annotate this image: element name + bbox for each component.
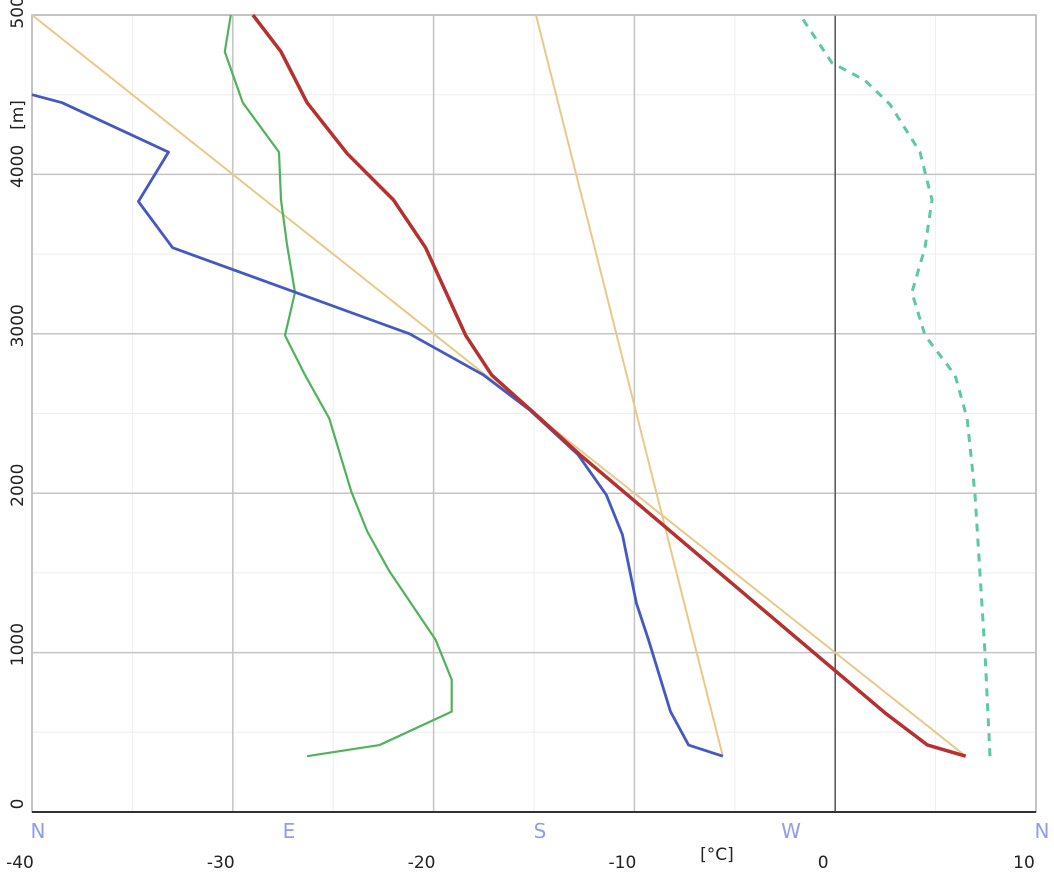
y-tick-label: 5000: [8, 0, 28, 29]
y-tick-label: 3000: [8, 304, 28, 347]
y-tick-label: 2000: [8, 464, 28, 507]
direction-label: E: [283, 819, 296, 843]
direction-label: S: [534, 819, 547, 843]
x-axis-label: [°C]: [700, 845, 734, 865]
x-tick-label: -40: [6, 853, 34, 872]
y-tick-label: 0: [8, 799, 28, 810]
direction-label: N: [31, 819, 46, 843]
x-tick-label: 0: [818, 853, 829, 872]
x-tick-label: -20: [408, 853, 436, 872]
x-tick-label: -10: [609, 853, 637, 872]
y-tick-label: 1000: [8, 623, 28, 666]
series-line: [223, 14, 453, 758]
direction-label: N: [1035, 819, 1050, 843]
y-axis-label: [m]: [8, 100, 28, 130]
direction-label: W: [781, 819, 801, 843]
series-line: [251, 13, 967, 758]
x-tick-label: 10: [1013, 853, 1035, 872]
series-line: [798, 14, 992, 757]
series-line: [535, 14, 724, 757]
x-tick-label: -30: [207, 853, 235, 872]
y-tick-label: 4000: [8, 145, 28, 188]
series-line: [31, 93, 724, 758]
